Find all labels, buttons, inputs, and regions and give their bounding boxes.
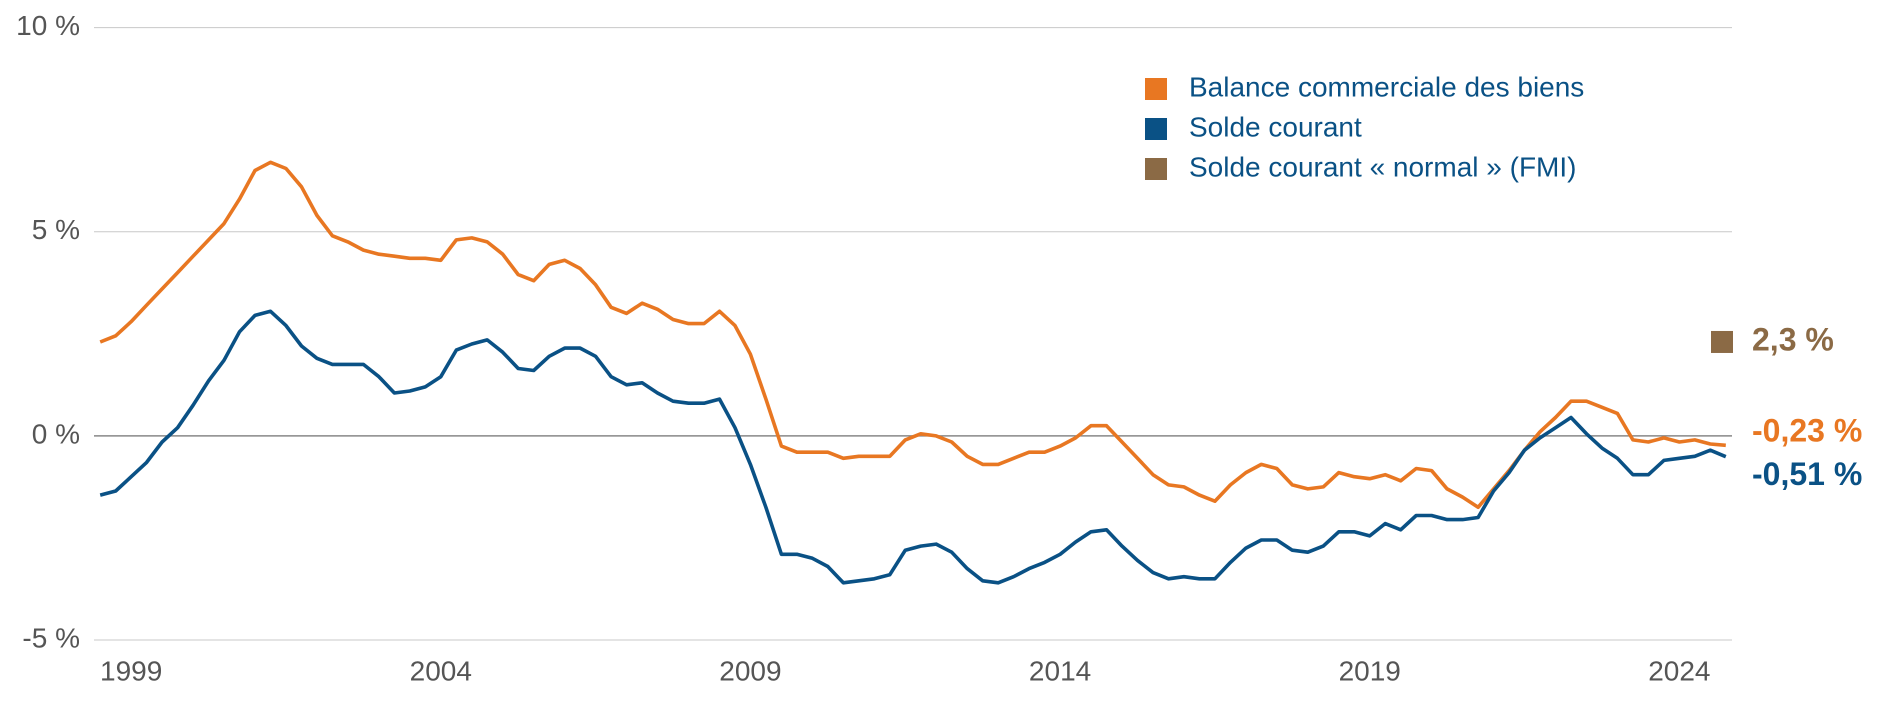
reference-label: 2,3 % bbox=[1752, 321, 1834, 357]
legend-swatch bbox=[1145, 158, 1167, 180]
x-tick-label: 1999 bbox=[100, 655, 162, 686]
y-tick-label: 0 % bbox=[32, 418, 80, 449]
x-tick-label: 2004 bbox=[410, 655, 472, 686]
legend-swatch bbox=[1145, 78, 1167, 100]
line-series bbox=[99, 160, 1726, 510]
x-tick-label: 2024 bbox=[1648, 655, 1710, 686]
y-tick-label: 5 % bbox=[32, 214, 80, 245]
reference-marker bbox=[1711, 330, 1733, 353]
x-tick-label: 2014 bbox=[1029, 655, 1091, 686]
line-series bbox=[99, 309, 1727, 585]
end-label: -0,23 % bbox=[1752, 413, 1862, 449]
legend-label: Solde courant bbox=[1189, 111, 1362, 142]
x-tick-label: 2019 bbox=[1339, 655, 1401, 686]
end-label: -0,51 % bbox=[1752, 456, 1862, 492]
y-tick-label: -5 % bbox=[22, 622, 80, 653]
x-tick-label: 2009 bbox=[719, 655, 781, 686]
legend-label: Solde courant « normal » (FMI) bbox=[1189, 151, 1577, 182]
legend-swatch bbox=[1145, 118, 1167, 140]
legend-label: Balance commerciale des biens bbox=[1189, 71, 1584, 102]
y-tick-label: 10 % bbox=[16, 10, 80, 41]
